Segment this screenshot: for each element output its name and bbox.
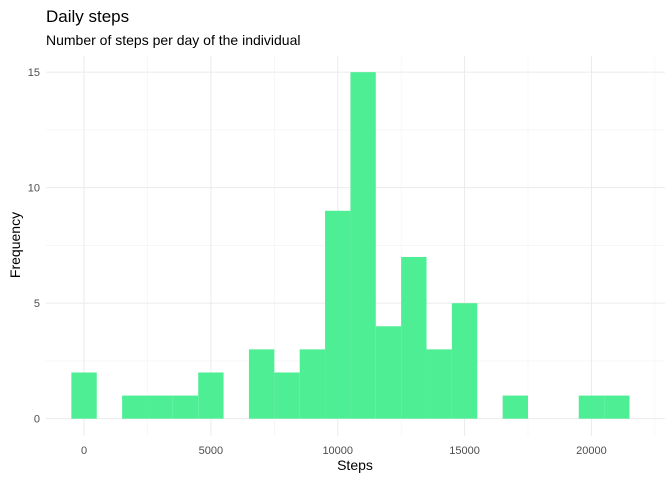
chart-subtitle: Number of steps per day of the individua…: [46, 32, 300, 48]
x-axis-title: Steps: [337, 457, 373, 473]
y-tick-label: 15: [28, 67, 40, 79]
histogram-bar: [71, 372, 97, 419]
histogram-bars: [71, 72, 630, 419]
histogram-bar: [350, 72, 376, 419]
chart-title: Daily steps: [46, 7, 129, 26]
y-tick-label: 0: [34, 414, 40, 426]
histogram-bar: [578, 395, 605, 419]
histogram-bar: [401, 256, 427, 419]
histogram-bar: [426, 349, 452, 419]
histogram-bar: [274, 372, 300, 419]
x-axis-ticks: 0 5000 10000 15000 20000: [81, 445, 607, 457]
histogram-bar: [248, 349, 275, 419]
y-tick-label: 10: [28, 183, 40, 195]
histogram-bar: [299, 349, 326, 419]
y-tick-label: 5: [34, 298, 40, 310]
x-tick-label: 20000: [576, 445, 607, 457]
x-tick-label: 0: [81, 445, 87, 457]
histogram-bar: [451, 303, 478, 419]
histogram-bar: [325, 210, 351, 419]
histogram-bar: [198, 372, 224, 419]
histogram-bar: [122, 395, 148, 419]
x-tick-label: 5000: [199, 445, 223, 457]
histogram-bar: [147, 395, 173, 419]
histogram-bar: [502, 395, 529, 419]
x-tick-label: 10000: [322, 445, 353, 457]
histogram-bar: [375, 326, 402, 419]
histogram-bar: [604, 395, 630, 419]
histogram-bar: [172, 395, 199, 419]
y-axis-title: Frequency: [7, 212, 23, 278]
y-axis-ticks: 0 5 10 15: [28, 67, 40, 426]
x-tick-label: 15000: [449, 445, 480, 457]
